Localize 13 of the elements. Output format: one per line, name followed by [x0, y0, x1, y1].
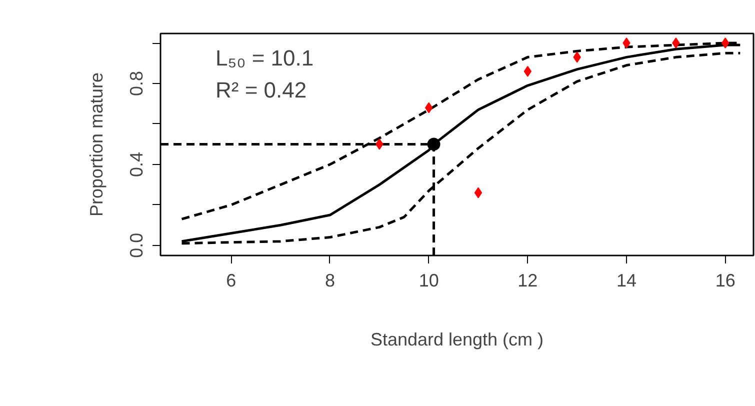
x-tick-label: 10	[418, 270, 439, 290]
y-tick-label: 0.0	[126, 232, 146, 258]
y-axis-title: Proportion mature	[86, 72, 106, 217]
x-tick-label: 8	[324, 270, 336, 290]
x-tick-label: 12	[518, 270, 538, 290]
x-tick-label: 6	[226, 270, 236, 290]
annotation: L₅₀ = 10.1	[216, 46, 314, 70]
y-tick-label: 0.4	[126, 152, 146, 177]
x-tick-label: 14	[616, 270, 637, 290]
x-tick-label: 16	[715, 270, 736, 290]
y-tick-label: 0.8	[126, 70, 146, 96]
annotation: R² = 0.42	[216, 78, 307, 102]
x-axis-title: Standard length (cm )	[370, 330, 544, 350]
